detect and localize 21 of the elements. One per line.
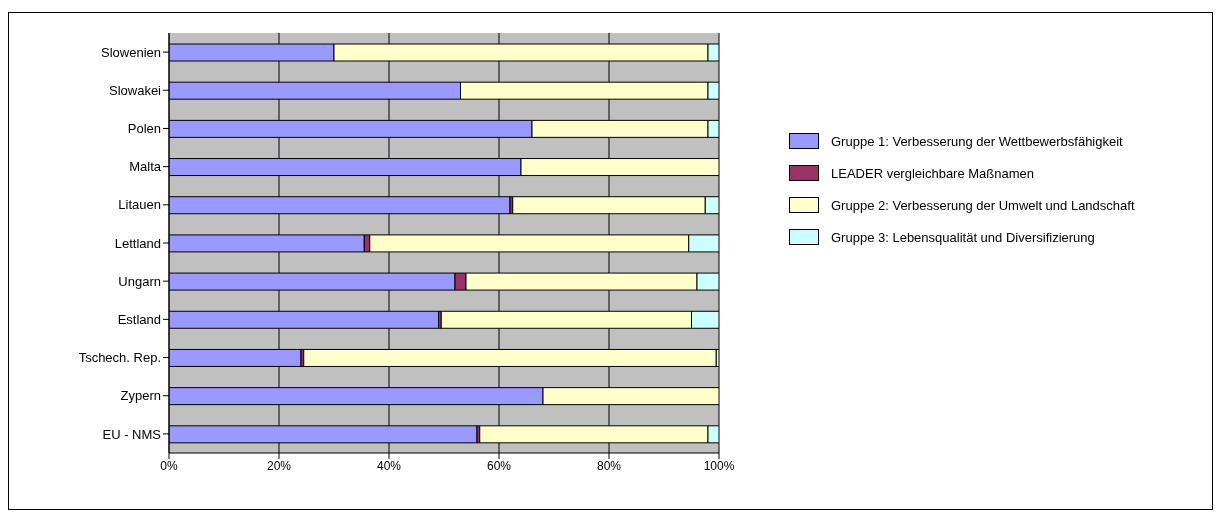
y-tick-label: Polen <box>127 121 161 137</box>
y-tick-label: Lettland <box>114 235 161 251</box>
y-tick-label: Tschech. Rep. <box>78 350 161 366</box>
x-tick-label: 20% <box>266 458 292 473</box>
y-tick-label: Slowenien <box>101 44 161 60</box>
legend-label: LEADER vergleichbare Maßnamen <box>831 165 1035 181</box>
y-tick-label: Ungarn <box>118 273 161 289</box>
x-tick-label: 0% <box>160 458 178 473</box>
y-tick-label: Slowakei <box>108 82 162 98</box>
legend-label: Gruppe 2: Verbesserung der Umwelt und Landschaft <box>831 197 1135 213</box>
legend-label: Gruppe 3: Lebensqualität und Diversifizierung <box>831 229 1095 245</box>
x-tick-label: 40% <box>376 458 402 473</box>
y-tick-label: Malta <box>129 159 162 175</box>
x-tick-label: 100% <box>703 458 735 473</box>
x-tick-label: 80% <box>596 458 622 473</box>
x-tick-label: 60% <box>486 458 512 473</box>
legend-label: Gruppe 1: Verbesserung der Wettbewerbsfähigkeit <box>831 133 1123 149</box>
y-tick-label: Estland <box>117 311 161 327</box>
y-tick-label: Zypern <box>120 388 161 404</box>
y-tick-label: Litauen <box>118 197 161 213</box>
y-tick-label: EU - NMS <box>102 426 162 442</box>
